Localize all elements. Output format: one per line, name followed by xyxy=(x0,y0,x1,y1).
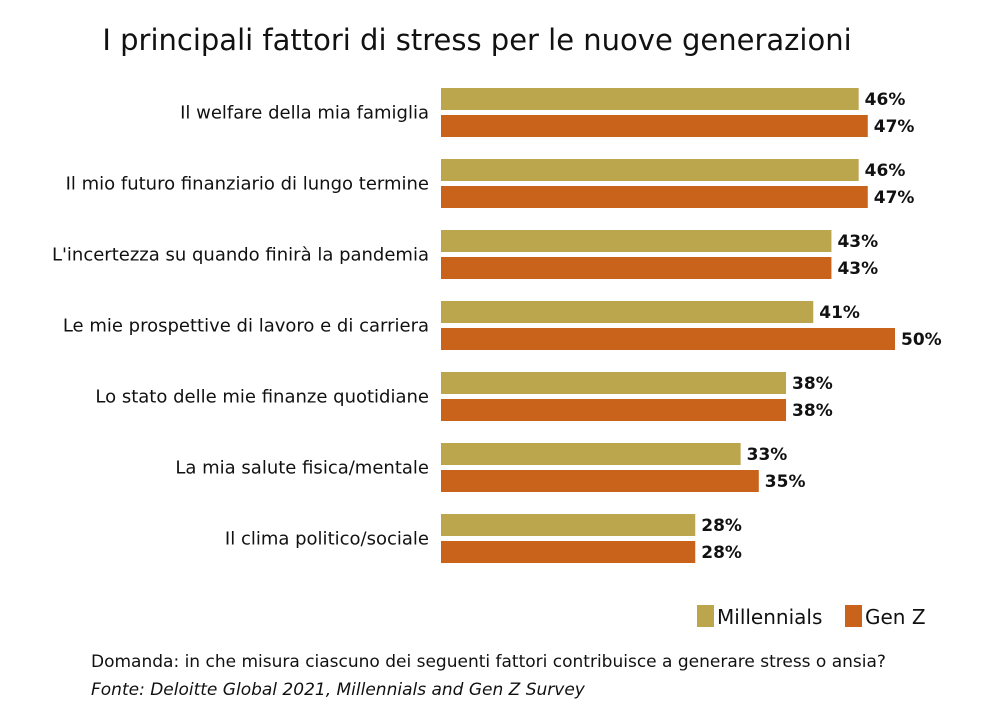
legend-label: Gen Z xyxy=(865,605,926,629)
bar-millennials xyxy=(441,443,741,465)
bar-gen-z xyxy=(441,115,868,137)
source-note: Fonte: Deloitte Global 2021, Millennials… xyxy=(91,680,585,700)
data-label: 46% xyxy=(865,90,906,110)
category-label: La mia salute fisica/mentale xyxy=(175,458,429,479)
category-label: Il welfare della mia famiglia xyxy=(180,103,429,124)
data-label: 43% xyxy=(837,259,878,279)
data-label: 41% xyxy=(819,303,860,323)
category-label: Le mie prospettive di lavoro e di carrie… xyxy=(63,316,429,337)
legend-swatch xyxy=(845,605,862,627)
data-label: 33% xyxy=(747,445,788,465)
legend-swatch xyxy=(697,605,714,627)
bar-gen-z xyxy=(441,470,759,492)
bar-millennials xyxy=(441,230,832,252)
bar-gen-z xyxy=(441,186,868,208)
bar-millennials xyxy=(441,514,696,536)
data-label: 38% xyxy=(792,401,833,421)
category-label: Il mio futuro finanziario di lungo termi… xyxy=(66,174,429,195)
chart-title: I principali fattori di stress per le nu… xyxy=(102,23,851,57)
legend-label: Millennials xyxy=(717,605,822,629)
bar-gen-z xyxy=(441,541,696,563)
category-label: Il clima politico/sociale xyxy=(225,529,429,550)
category-label: Lo stato delle mie finanze quotidiane xyxy=(95,387,429,408)
bar-millennials xyxy=(441,372,787,394)
data-label: 50% xyxy=(901,330,942,350)
bar-millennials xyxy=(441,88,859,110)
data-label: 47% xyxy=(874,188,915,208)
category-label: L'incertezza su quando finirà la pandemi… xyxy=(52,245,429,266)
data-label: 38% xyxy=(792,374,833,394)
legend: Millennials Gen Z xyxy=(697,605,926,629)
bar-gen-z xyxy=(441,328,895,350)
bar-gen-z xyxy=(441,399,787,421)
data-label: 35% xyxy=(765,472,806,492)
data-label: 28% xyxy=(701,543,742,563)
bar-millennials xyxy=(441,301,814,323)
data-label: 43% xyxy=(837,232,878,252)
data-label: 47% xyxy=(874,117,915,137)
data-label: 46% xyxy=(865,161,906,181)
question-note: Domanda: in che misura ciascuno dei segu… xyxy=(91,652,886,672)
bar-gen-z xyxy=(441,257,832,279)
bar-millennials xyxy=(441,159,859,181)
data-label: 28% xyxy=(701,516,742,536)
